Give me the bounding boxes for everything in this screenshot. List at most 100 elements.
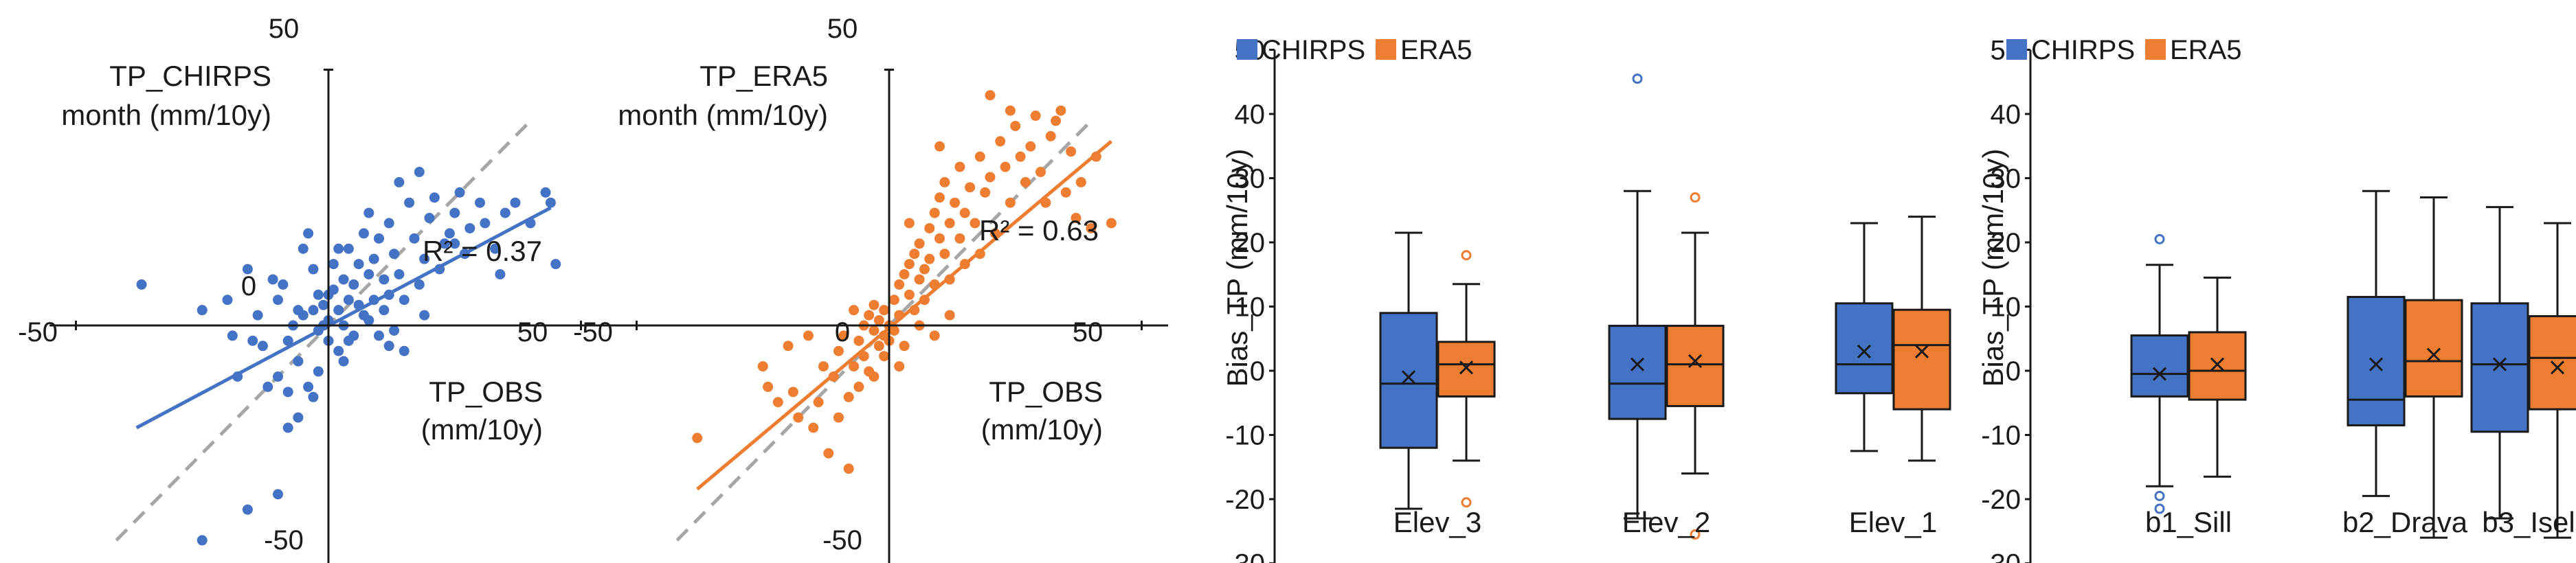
data-point	[869, 325, 880, 336]
data-point	[449, 207, 460, 218]
data-point	[444, 228, 455, 239]
y-tick-label: 20	[1235, 228, 1266, 258]
data-point	[363, 315, 374, 326]
data-point	[298, 310, 309, 321]
data-point	[873, 341, 884, 352]
data-point	[242, 504, 253, 515]
data-point	[974, 151, 985, 162]
data-point	[454, 187, 465, 198]
data-point	[338, 356, 349, 367]
data-point	[1010, 120, 1021, 131]
data-point	[1020, 176, 1031, 187]
data-point	[267, 274, 278, 285]
y-axis-title-line2: month (mm/10y)	[618, 99, 828, 131]
y-tick-label: -30	[1225, 549, 1265, 563]
data-point	[303, 381, 314, 392]
data-point	[939, 249, 950, 260]
mean-marker	[2550, 360, 2565, 375]
scatter-points	[136, 167, 561, 546]
outlier-point	[2154, 490, 2165, 501]
data-point	[1106, 218, 1117, 229]
data-point	[924, 253, 935, 264]
mean-marker	[2152, 367, 2167, 381]
outlier-point	[1632, 73, 1643, 84]
data-point	[197, 535, 208, 546]
data-point	[763, 381, 774, 392]
y-tick-label: 0	[2006, 356, 2021, 387]
data-point	[449, 238, 460, 249]
data-point	[424, 213, 435, 224]
y-tick-bottom: -50	[822, 525, 862, 555]
x-tick-zero: 0	[835, 317, 850, 347]
data-point	[934, 233, 945, 244]
category-label: b3_Isel	[2482, 506, 2575, 538]
data-point	[823, 448, 834, 459]
data-point	[888, 295, 899, 306]
data-point	[419, 253, 430, 264]
outlier-point	[1690, 192, 1701, 203]
data-point	[965, 182, 976, 193]
data-point	[273, 295, 283, 306]
y-tick-label: 40	[1991, 100, 2021, 130]
y-tick-label: -20	[1225, 485, 1265, 515]
outlier-point	[1690, 529, 1701, 540]
data-point	[333, 305, 344, 316]
box-era5	[1892, 308, 1951, 411]
data-point	[934, 192, 945, 203]
r-squared-label: R² = 0.37	[423, 235, 542, 267]
y-axis-title-line1: TP_CHIRPS	[109, 60, 271, 92]
y-axis-title: Bias_TP (mm/10y)	[1221, 149, 1253, 387]
data-point	[394, 176, 405, 187]
data-point	[954, 161, 965, 172]
legend-label-era5: ERA5	[2170, 35, 2242, 65]
scatter-panel-chirps: 50 -50 -50 0 50 TP_CHIRPS month (mm/10y)…	[18, 14, 608, 563]
data-point	[1060, 187, 1071, 198]
data-point	[904, 289, 915, 300]
data-point	[879, 305, 890, 316]
data-point	[970, 218, 981, 229]
r-squared-label: R² = 0.63	[979, 214, 1099, 246]
box-chirps	[2130, 334, 2189, 398]
y-axis-title-line2: month (mm/10y)	[61, 99, 271, 131]
data-point	[1005, 197, 1016, 208]
data-point	[899, 341, 910, 352]
scatter-panel-era5: 50 -50 -50 0 50 TP_ERA5 month (mm/10y) T…	[573, 14, 1168, 563]
data-point	[1005, 105, 1016, 116]
mean-marker	[1914, 344, 1929, 359]
x-tick-max: 50	[517, 317, 548, 347]
data-point	[464, 222, 475, 233]
data-point	[490, 243, 501, 254]
data-point	[1086, 222, 1097, 233]
y-tick-label: 0	[1250, 356, 1265, 387]
data-point	[1066, 146, 1077, 157]
axis-ticks	[636, 69, 1143, 330]
data-point	[858, 351, 869, 362]
legend-label-era5: ERA5	[1400, 35, 1472, 65]
boxplot-panel-elevation: Bias_TP (mm/10y) 50 40 30 20 10 0 -10 -2…	[1221, 35, 1951, 563]
data-point	[793, 412, 804, 423]
data-point	[853, 335, 864, 346]
trend-line	[696, 139, 1113, 491]
data-point	[303, 228, 314, 239]
box-chirps	[1835, 302, 1894, 395]
data-point	[363, 269, 374, 279]
data-point	[273, 371, 283, 382]
data-point	[379, 274, 390, 285]
data-point	[293, 356, 304, 367]
y-tick-label: 20	[1991, 228, 2021, 258]
mean-marker	[2210, 357, 2225, 371]
y-axis-title: Bias_TP (mm/10y)	[1977, 149, 2009, 387]
legend-label-chirps: CHIRPS	[2031, 35, 2135, 65]
mean-marker	[1688, 354, 1703, 369]
data-point	[873, 315, 884, 326]
data-point	[383, 218, 394, 229]
category-label: Elev_2	[1622, 506, 1710, 538]
x-axis-title-line2: (mm/10y)	[981, 413, 1103, 446]
data-point	[399, 295, 410, 306]
data-point	[136, 279, 147, 290]
y-tick-label: 10	[1235, 292, 1266, 323]
data-point	[939, 176, 950, 187]
y-tick-top: 50	[827, 14, 858, 44]
data-point	[257, 341, 268, 352]
data-point	[980, 187, 991, 198]
